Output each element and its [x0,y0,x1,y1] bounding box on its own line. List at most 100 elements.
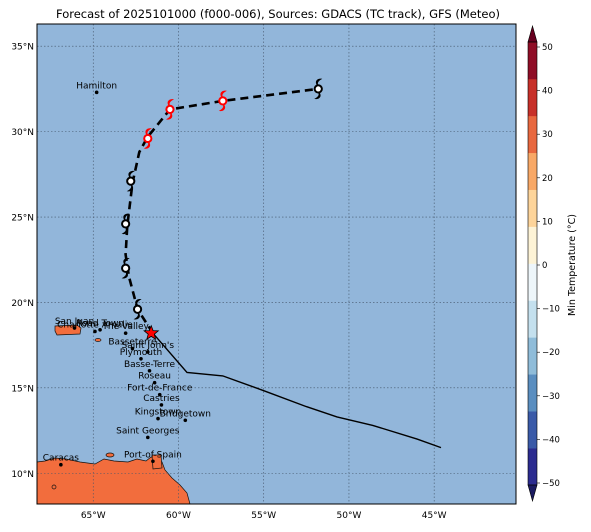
place-marker: Road Town [76,319,124,332]
place-dot [93,329,97,334]
colorbar-frame [527,41,538,486]
tc-symbols-layer [121,78,323,320]
place-marker: Saint John's [122,341,175,354]
hurricane-eye [313,84,323,94]
current-position-star [143,324,160,341]
place-label: San Juan [55,317,94,327]
latitude-tick-labels: 35°N 30°N 25°N 20°N 15°N 10°N [11,43,34,480]
place-marker: Fort-de-France [127,384,193,397]
lat-tick-label: 35°N [11,43,34,53]
place-label: Bridgetown [160,409,211,419]
place-marker: San Juan [55,317,94,330]
hurricane-arm-top [145,128,152,136]
colorbar-segment [528,152,537,190]
hurricane-eye [126,176,136,186]
lat-tick-label: 10°N [11,470,34,480]
place-marker: Castries [143,394,180,407]
colorbar-segment [528,374,537,412]
gridlines [37,24,516,504]
place-marker: Hamilton [76,81,117,95]
place-marker: Caracas [43,454,79,467]
lat-tick-label: 15°N [11,384,34,394]
lon-tick-label: 50°W [337,511,362,521]
small-island [94,338,102,342]
hurricane-icon [121,213,131,235]
place-dot [59,462,63,467]
colorbar-tick-label: −40 [542,435,560,445]
place-dot [147,368,152,373]
place-dot [159,403,164,407]
south-america-landmass [36,456,191,505]
hurricane-eye [132,304,143,314]
colorbar-extend-bottom [527,484,538,503]
lat-tick-label: 25°N [11,214,34,224]
place-dot [94,90,99,95]
place-label: Hamilton [76,81,117,91]
colorbar-segment [528,448,537,486]
place-dot [146,350,150,354]
hurricane-arm-bottom [121,226,128,235]
colorbar-tick-label: 0 [542,261,547,271]
lon-tick-label: 45°W [422,511,447,521]
place-dot [139,357,143,361]
place-label: The Valley [101,322,149,332]
hurricane-arm-bottom [143,141,151,149]
place-label: Basseterre [108,338,157,348]
place-marker: The Valley [101,322,150,335]
place-dot [146,435,150,440]
colorbar-segment [528,42,537,80]
small-island [51,484,57,490]
colorbar-tick-label: 40 [542,87,553,97]
place-label: Roseau [138,372,171,382]
colorbar-tick-label: −50 [542,479,560,489]
hurricane-arm-top [123,213,130,221]
hurricane-icon [313,78,323,100]
place-label: Saint John's [122,341,175,351]
colorbar-label: Min Temperature (°C) [567,214,578,316]
place-dot [152,380,157,385]
hurricane-arm-bottom [165,112,173,120]
place-marker: Basse-Terre [124,360,176,373]
place-label: Plymouth [120,348,162,358]
hurricane-arm-top [123,258,130,266]
colorbar-segment [528,78,537,117]
hurricane-icon [121,258,131,279]
place-dot [156,416,160,421]
hurricane-arm-top [220,90,227,98]
hurricane-icon [218,90,228,112]
small-island [105,452,115,458]
place-label: Basse-Terre [124,360,176,370]
ocean-background [37,24,516,504]
place-dot [157,392,162,397]
place-marker: Bridgetown [160,409,211,423]
hurricane-eye [121,219,131,229]
place-label: Saint Georges [116,426,180,436]
place-marker: Plymouth [120,348,162,361]
map-title: Forecast of 2025101000 (f000-006), Sourc… [56,7,500,21]
hurricane-arm-top [135,299,142,307]
place-label: Road Town [76,319,124,329]
hurricane-eye [165,104,175,115]
hurricane-icon [143,128,153,149]
hurricane-eye [121,263,131,273]
place-dot [130,346,135,351]
observed-track-line [152,332,442,449]
place-marker: Charlotte Amalie [57,320,133,334]
colorbar-segment [528,337,537,375]
hurricane-eye [143,133,153,144]
colorbar-segment [528,226,537,264]
hurricane-icon [132,299,143,320]
trinidad-landmass [151,454,163,470]
colorbar-segment [528,263,537,301]
place-dot [123,331,128,335]
lat-tick-label: 20°N [11,299,34,309]
colorbar-tick-label: −10 [542,305,560,315]
place-dot [151,459,155,464]
lat-tick-label: 30°N [11,128,34,138]
place-marker: Port-of-Spain [124,450,182,464]
lon-tick-label: 65°W [81,511,106,521]
colorbar-tick-label: 20 [542,174,553,184]
